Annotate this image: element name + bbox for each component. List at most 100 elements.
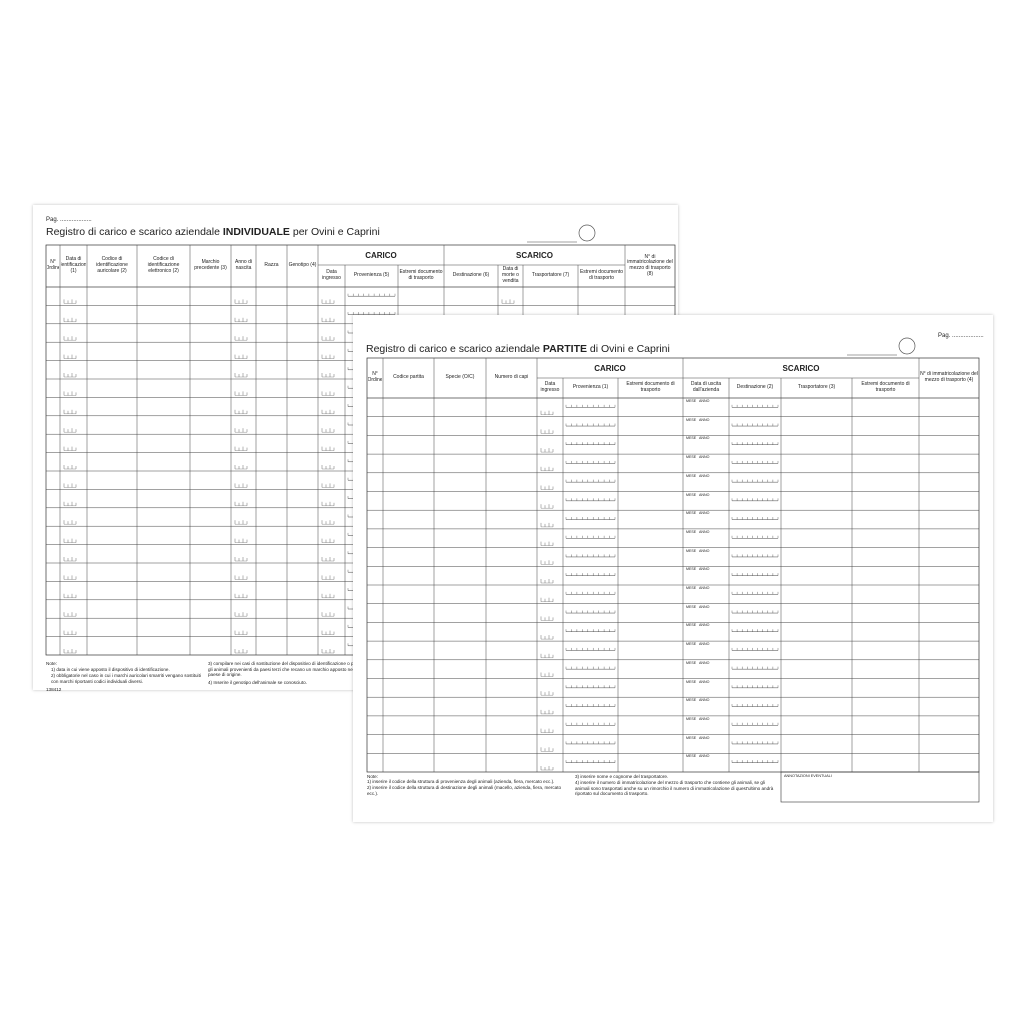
column-header: Codice partita <box>393 374 424 381</box>
year-label: ANNO <box>699 417 710 422</box>
footnote: 3) inserire nome e cognome del trasporta… <box>575 774 669 779</box>
column-header: Destinazione (2) <box>736 384 774 391</box>
column-header: N° di immatricolazione del mezzo di tras… <box>920 371 978 383</box>
year-label: ANNO <box>699 436 710 441</box>
title-part: Registro di carico e scarico aziendale <box>46 226 223 238</box>
footnote: Note: <box>46 661 57 666</box>
month-label: MESE <box>686 660 697 665</box>
column-header: Estremi documento di trasporto <box>861 381 910 393</box>
form-title: Registro di carico e scarico aziendale P… <box>366 343 670 356</box>
column-header: Specie (O/C) <box>445 374 475 381</box>
month-label: MESE <box>686 586 697 590</box>
footnote: 3) compilare nei casi di sostituzione de… <box>208 661 358 678</box>
month-label: MESE <box>686 623 697 628</box>
year-label: ANNO <box>699 623 710 628</box>
footnote: 2) inserire il codice della struttura di… <box>367 785 562 796</box>
month-label: MESE <box>686 455 697 460</box>
form-title: Registro di carico e scarico aziendale I… <box>46 226 380 239</box>
month-label: MESE <box>686 417 697 422</box>
register-sheet: Pag. ................... Registro di cari… <box>353 315 993 822</box>
group-header: SCARICO <box>516 250 553 260</box>
month-label: MESE <box>686 529 697 534</box>
title-part: per Ovini e Caprini <box>289 226 380 238</box>
column-header: Provenienza (1) <box>572 384 609 391</box>
month-label: MESE <box>686 548 697 553</box>
year-label: ANNO <box>699 586 710 590</box>
footnote: 4) inserire il numero di immatricolazion… <box>575 780 774 797</box>
title-part: INDIVIDUALE <box>222 226 290 238</box>
column-header: N° di immatricolazione del mezzo di tras… <box>627 253 673 277</box>
month-label: MESE <box>686 754 697 759</box>
page-number: Pag. ................... <box>46 217 92 223</box>
year-label: ANNO <box>699 548 710 553</box>
column-header: Data di morte o vendita <box>502 266 519 284</box>
group-header: CARICO <box>365 250 397 260</box>
column-header: Estremi documento di trasporto <box>399 269 443 281</box>
year-label: ANNO <box>699 754 710 759</box>
month-label: MESE <box>686 567 697 572</box>
column-header: Data ingresso <box>322 269 341 281</box>
month-label: MESE <box>686 492 697 497</box>
footnote: 2) obbligatorie nel caso in cui i marchi… <box>51 673 201 684</box>
binder-hole <box>578 224 596 242</box>
column-header: N° Ordine <box>368 371 382 383</box>
month-label: MESE <box>686 604 697 609</box>
title-part: PARTITE <box>542 343 587 355</box>
month-label: MESE <box>686 642 697 647</box>
month-label: MESE <box>686 716 697 721</box>
footnote: Note: <box>367 774 378 779</box>
group-header: CARICO <box>594 363 626 373</box>
month-label: MESE <box>686 698 697 703</box>
year-label: ANNO <box>699 567 710 572</box>
table-frame <box>366 357 980 773</box>
year-label: ANNO <box>699 492 710 497</box>
column-header: Estremi documento di trasporto <box>579 269 624 281</box>
form-code: 138412 <box>46 687 62 692</box>
month-label: MESE <box>686 436 697 441</box>
column-header: Data di identificazione (1) <box>61 256 86 274</box>
column-header: Estremi documento di trasporto <box>626 381 675 393</box>
year-label: ANNO <box>699 716 710 721</box>
column-header: Trasportatore (3) <box>797 384 836 391</box>
column-header: Trasportatore (7) <box>531 272 570 279</box>
year-label: ANNO <box>699 604 710 609</box>
column-header: Anno di nascita <box>235 259 252 271</box>
form-grid <box>366 337 980 803</box>
title-part: di Ovini e Caprini <box>586 343 670 355</box>
year-label: ANNO <box>699 473 710 478</box>
year-label: ANNO <box>699 529 710 534</box>
column-header: Marchio precedente (3) <box>194 259 227 271</box>
column-header: Destinazione (6) <box>452 272 490 279</box>
page-number: Pag. ................... <box>938 333 984 339</box>
month-label: MESE <box>686 735 697 740</box>
year-label: ANNO <box>699 679 710 684</box>
column-header: N° Ordine <box>47 259 59 271</box>
footnote: 1) inserire il codice della struttura di… <box>367 779 555 784</box>
month-label: MESE <box>686 511 697 516</box>
year-label: ANNO <box>699 511 710 516</box>
binder-hole <box>898 337 916 355</box>
column-header: Data ingresso <box>540 381 560 393</box>
month-label: MESE <box>686 473 697 478</box>
year-label: ANNO <box>699 660 710 665</box>
group-header: SCARICO <box>782 363 820 373</box>
year-label: ANNO <box>699 642 710 647</box>
column-header: Provenienza (5) <box>353 272 390 279</box>
month-label: MESE <box>686 399 697 403</box>
year-label: ANNO <box>699 698 710 703</box>
column-header: Razza <box>264 262 279 269</box>
column-header: Codice di identificazione elettronico (2… <box>147 256 180 274</box>
title-part: Registro di carico e scarico aziendale <box>366 343 543 355</box>
annotations-box <box>780 771 980 803</box>
column-header: Genotipo (4) <box>288 262 317 269</box>
column-header: Codice di identificazione auricolare (2) <box>96 256 128 274</box>
footnote: 1) data in cui viene apposto il disposit… <box>51 667 170 672</box>
footnote: 4) Inserire il genotipo dell'animale se … <box>208 680 307 685</box>
year-label: ANNO <box>699 735 710 740</box>
column-header: Data di uscita dall'azienda <box>690 381 722 393</box>
month-label: MESE <box>686 679 697 684</box>
annotations-label: ANNOTAZIONI EVENTUALI <box>784 774 832 778</box>
year-label: ANNO <box>699 455 710 460</box>
year-label: ANNO <box>699 399 710 403</box>
